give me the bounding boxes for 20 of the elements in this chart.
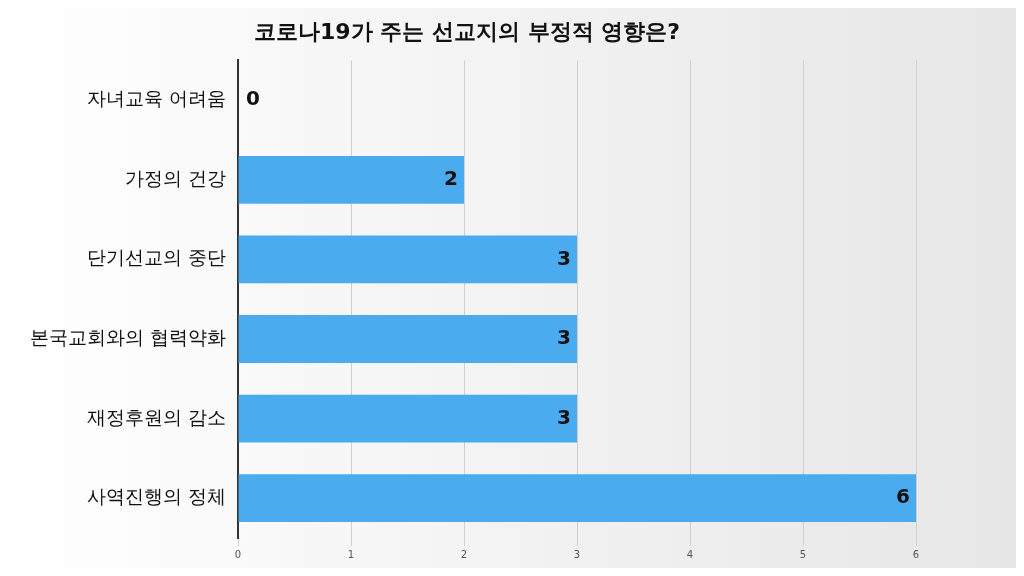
data-label: 3 — [557, 404, 572, 429]
data-label: 6 — [896, 484, 910, 509]
data-label: 2 — [444, 166, 459, 190]
x-tick-label: 0 — [234, 548, 242, 560]
y-tick-label: 사역진행의 정체 — [86, 485, 227, 508]
y-tick-label: 자녀교육 어려움 — [86, 87, 227, 110]
data-label: 3 — [557, 245, 572, 270]
y-tick-label: 본국교회와의 협력약화 — [29, 325, 227, 348]
data-label: 3 — [557, 325, 572, 350]
x-tick-label: 6 — [912, 548, 920, 560]
x-tick-label: 4 — [686, 548, 694, 560]
y-tick-label: 가정의 건강 — [124, 166, 227, 189]
y-tick-label: 단기선교의 중단 — [86, 246, 227, 269]
x-tick-label: 1 — [347, 548, 355, 560]
x-tick-label: 5 — [799, 548, 807, 560]
x-tick-label: 2 — [460, 548, 468, 560]
y-tick-label: 재정후원의 감소 — [86, 405, 227, 428]
x-tick-label: 3 — [573, 548, 581, 560]
chart-title: 코로나19가 주는 선교지의 부정적 영향은? — [253, 18, 681, 44]
data-label: 0 — [246, 86, 260, 111]
